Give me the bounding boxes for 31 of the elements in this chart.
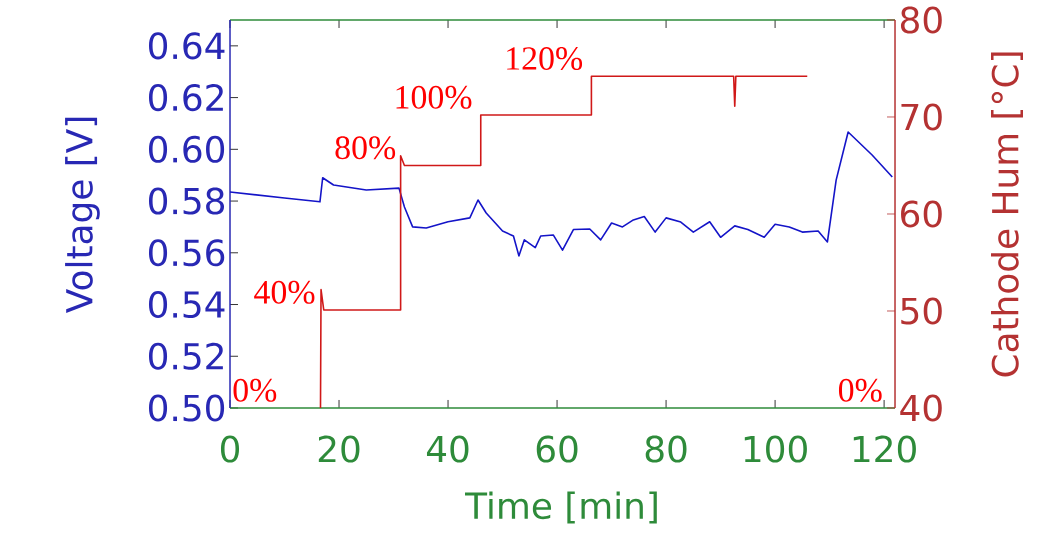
x-tick-label: 40 [426, 435, 469, 463]
x-tick-label: 0 [220, 435, 240, 463]
y-tick-label: 0.62 [148, 84, 223, 112]
y2-tick-label: 70 [901, 103, 942, 131]
annotation: 80% [335, 136, 396, 160]
x-tick-label: 120 [853, 435, 916, 463]
y2-tick-label: 50 [901, 297, 942, 325]
x-tick-label: 80 [645, 435, 687, 463]
x-axis-title: Time [min] [465, 491, 657, 524]
y-tick-label: 0.50 [148, 394, 225, 422]
annotation: 100% [396, 85, 472, 109]
y-tick-label: 0.60 [148, 135, 225, 163]
y2-tick-label: 80 [900, 6, 942, 34]
annotation: 0% [233, 378, 277, 402]
y2-tick-label: 40 [900, 394, 942, 422]
y-tick-label: 0.52 [148, 342, 223, 370]
y-tick-label: 0.58 [148, 187, 225, 215]
y-tick-label: 0.64 [148, 32, 225, 60]
x-tick-label: 20 [318, 435, 360, 463]
y-axis-title: Voltage [V] [65, 117, 100, 313]
y-tick-label: 0.54 [148, 290, 225, 319]
y2-axis-title: Cathode Hum [°C] [991, 52, 1023, 377]
y2-tick-label: 60 [901, 200, 942, 228]
line-series [230, 131, 894, 257]
y-tick-label: 0.56 [148, 239, 225, 267]
x-tick-label: 60 [536, 435, 578, 463]
x-tick-label: 100 [744, 435, 807, 463]
line-series [319, 75, 809, 408]
annotation: 120% [507, 47, 583, 71]
annotation: 40% [254, 280, 315, 304]
annotation: 0% [838, 378, 882, 402]
